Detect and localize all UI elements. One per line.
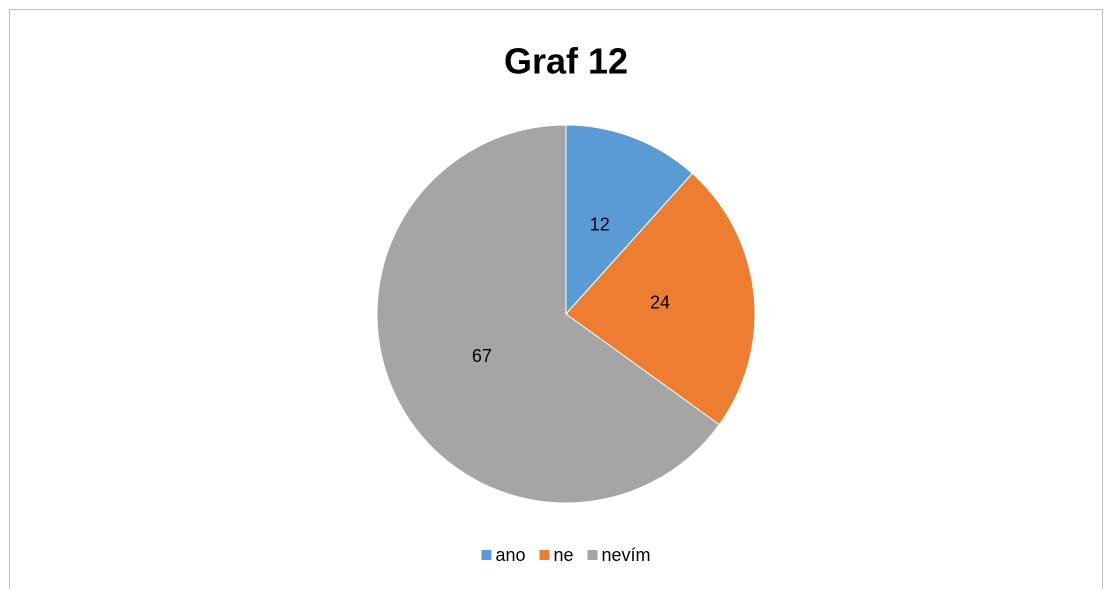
legend-label: ano (495, 545, 525, 565)
legend-swatch (587, 550, 598, 560)
data-label: 12 (590, 215, 610, 235)
chart-title: Graf 12 (504, 41, 628, 82)
legend-label: nevím (602, 545, 651, 565)
legend-label: ne (553, 545, 573, 565)
pie-slice (565, 124, 694, 316)
legend-swatch (481, 550, 492, 560)
data-label: 67 (472, 346, 492, 366)
data-label: 24 (650, 293, 670, 313)
legend-swatch (539, 550, 550, 560)
pie-slice (376, 124, 720, 504)
pie-slice (565, 172, 756, 426)
